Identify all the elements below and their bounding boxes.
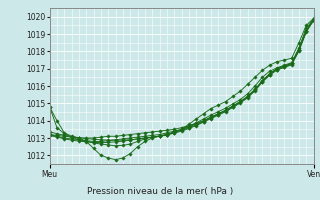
Text: Pression niveau de la mer( hPa ): Pression niveau de la mer( hPa ) (87, 187, 233, 196)
